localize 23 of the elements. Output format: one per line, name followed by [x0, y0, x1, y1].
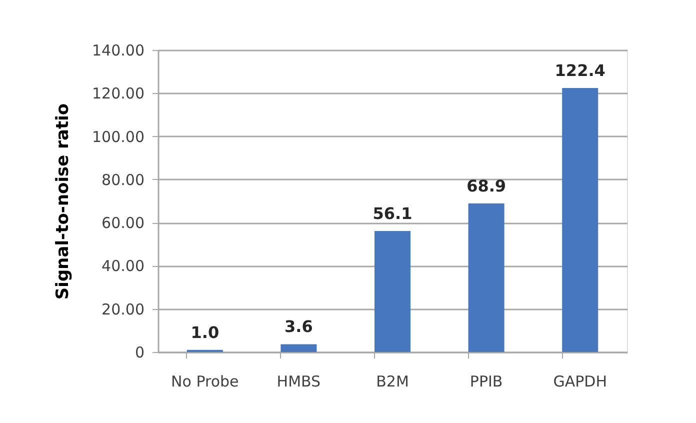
bar	[562, 88, 598, 352]
y-axis-title: Signal-to-noise ratio	[53, 103, 74, 300]
x-tick-label: HMBS	[276, 372, 321, 390]
y-tick-label: 20.00	[102, 300, 144, 318]
bar	[468, 203, 504, 352]
data-label: 68.9	[466, 176, 506, 196]
x-tick-label: PPIB	[470, 372, 503, 390]
y-tick-label: 80.00	[102, 170, 144, 189]
y-tick-label: 100.00	[92, 128, 144, 146]
data-label: 1.0	[190, 322, 220, 342]
y-tick-label: 60.00	[102, 214, 144, 232]
x-tick-label: GAPDH	[553, 372, 607, 390]
y-tick-label: 0	[134, 344, 144, 362]
x-tick-label: No Probe	[171, 372, 239, 390]
data-label: 3.6	[284, 317, 313, 336]
bar	[280, 344, 317, 352]
x-tick-label: B2M	[376, 372, 409, 390]
bar	[374, 230, 411, 352]
data-label: 56.1	[372, 204, 412, 223]
y-tick-label: 140.00	[92, 42, 144, 60]
data-label: 122.4	[554, 60, 606, 80]
y-tick-label: 120.00	[92, 84, 144, 103]
y-tick-label: 40.00	[102, 257, 144, 276]
